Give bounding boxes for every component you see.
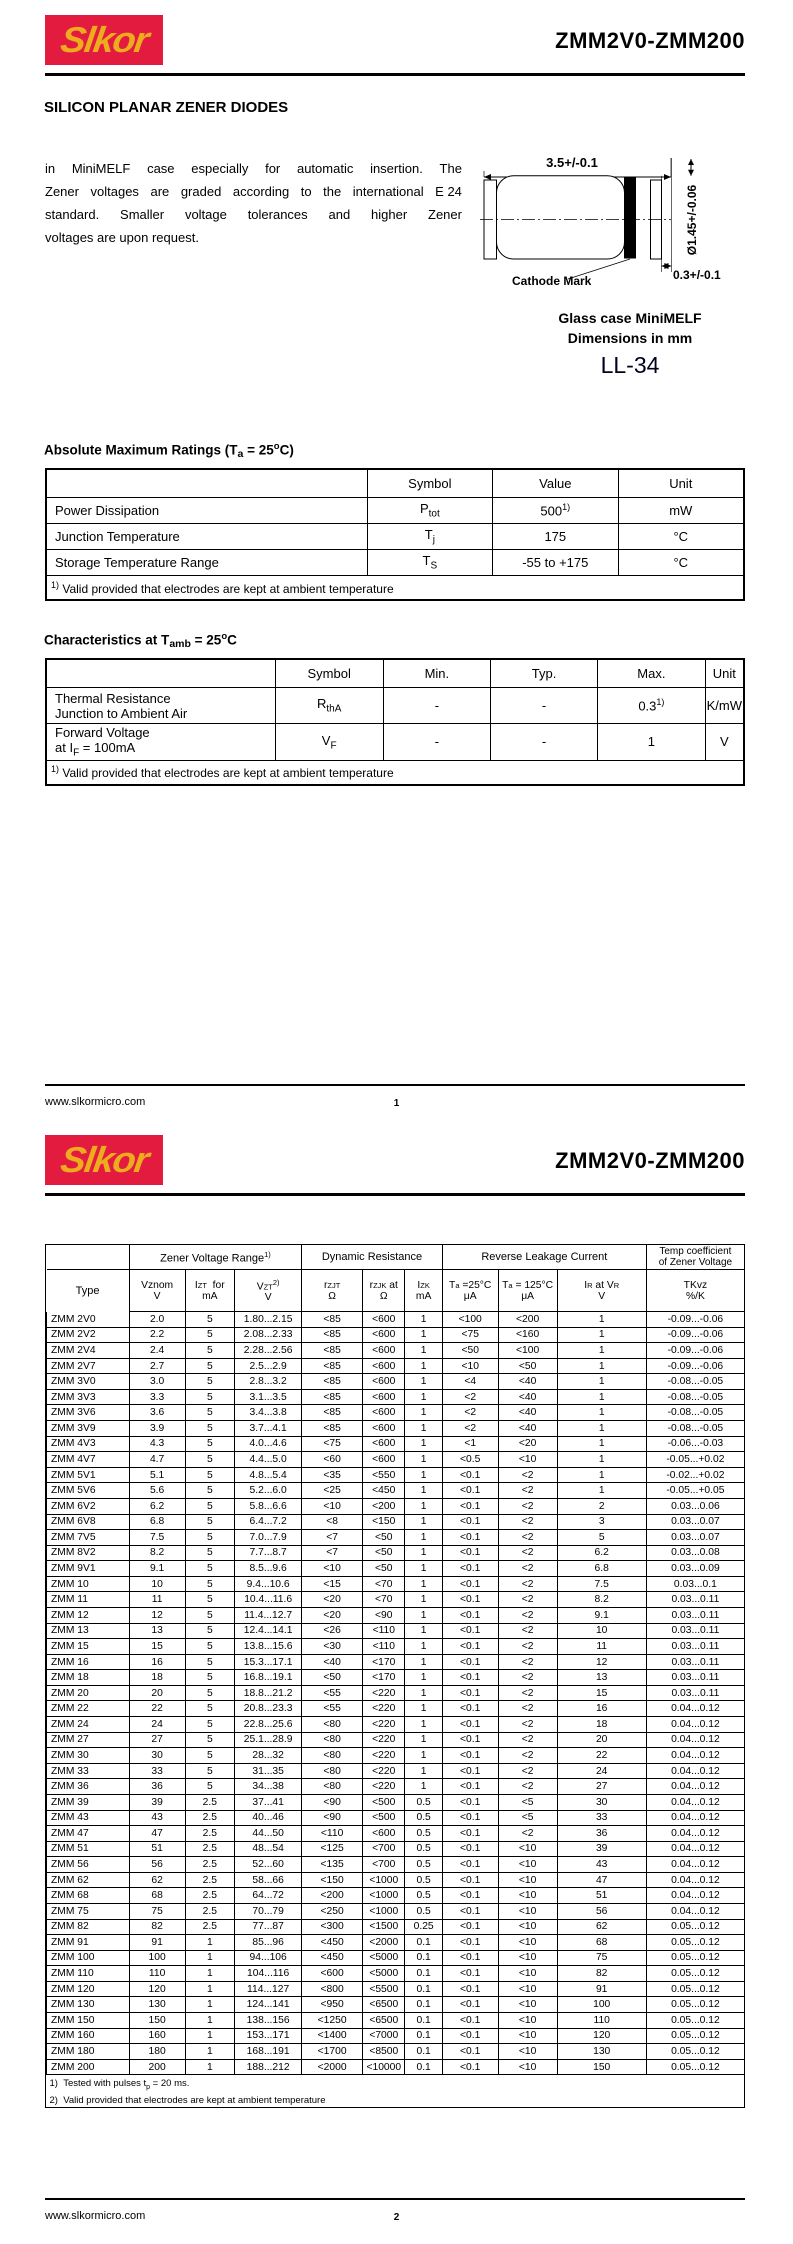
svg-text:Ø1.45+/-0.06: Ø1.45+/-0.06 [685,184,699,255]
svg-text:3.5+/-0.1: 3.5+/-0.1 [546,155,598,170]
svg-text:0.3+/-0.1: 0.3+/-0.1 [673,268,721,282]
svg-text:Cathode Mark: Cathode Mark [512,274,592,288]
